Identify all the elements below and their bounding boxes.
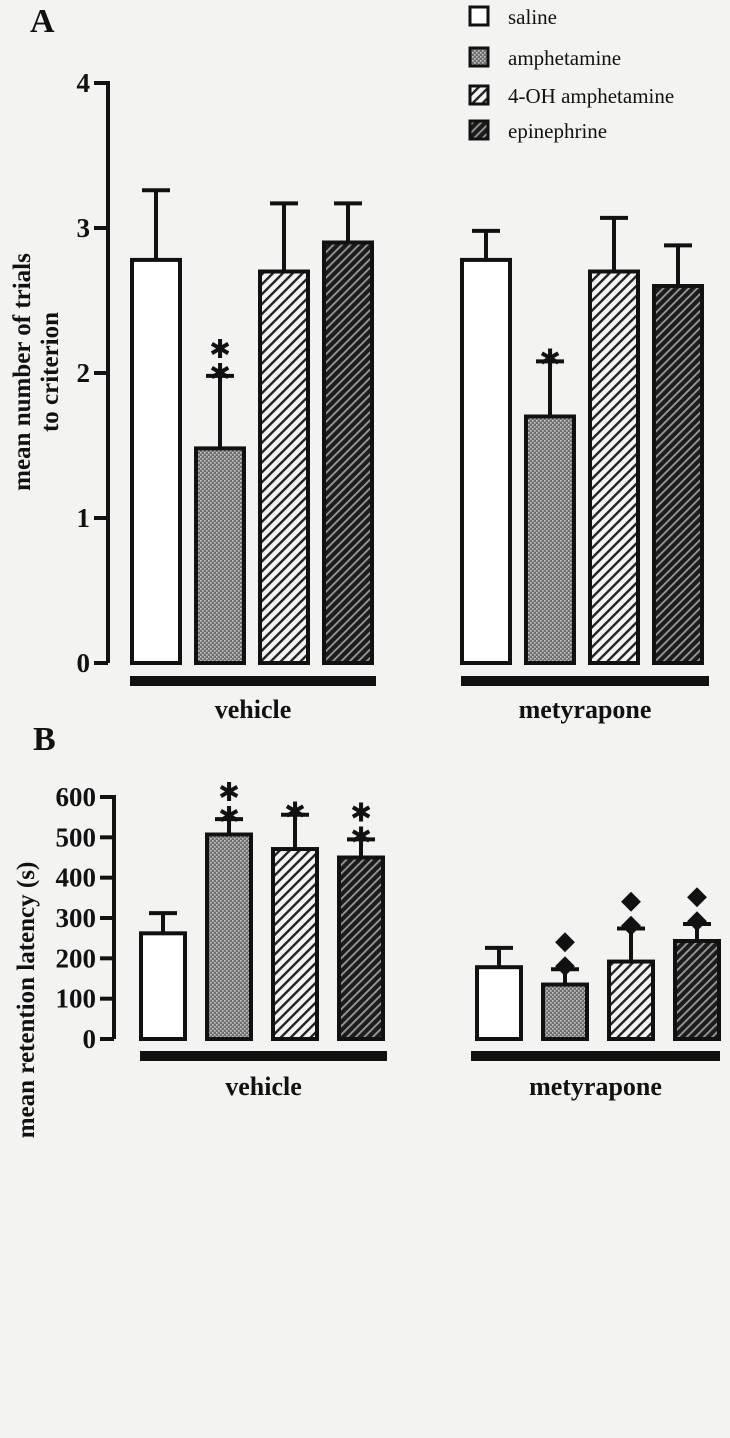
significance-asterisk: ✱: [350, 822, 372, 852]
bar-a-metyrapone-amphetamine: [524, 414, 576, 665]
y-tick-label-a: 4: [77, 68, 91, 98]
bar-b-vehicle-epinephrine: [337, 855, 385, 1041]
significance-asterisk: ✱: [218, 778, 240, 808]
significance-asterisk: ✱: [209, 359, 231, 389]
legend-label-4-oh-amphetamine: 4-OH amphetamine: [508, 84, 674, 108]
significance-diamond: ◆: [687, 905, 707, 935]
y-tick-label-a: 0: [77, 648, 91, 678]
legend-item-amphetamine: amphetamine: [468, 46, 621, 70]
legend-label-epinephrine: epinephrine: [508, 119, 607, 143]
significance-asterisk: ✱: [539, 344, 561, 374]
y-tick-label-b: 300: [56, 903, 97, 933]
legend-swatch-amphetamine: [468, 46, 490, 68]
y-tick-label-b: 600: [56, 782, 97, 812]
y-tick-label-a: 1: [77, 503, 91, 533]
y-tick-label-b: 400: [56, 863, 97, 893]
bar-a-metyrapone-epinephrine: [652, 284, 704, 665]
significance-asterisk: ✱: [209, 335, 231, 365]
group-bar-b-metyrapone: [471, 1051, 720, 1061]
significance-diamond: ◆: [555, 926, 575, 956]
significance-asterisk: ✱: [284, 798, 306, 828]
y-tick-label-b: 100: [56, 984, 97, 1014]
legend-label-saline: saline: [508, 5, 557, 29]
y-tick-label-b: 500: [56, 822, 97, 852]
bar-b-vehicle-4-oh-amphetamine: [271, 847, 319, 1042]
significance-diamond: ◆: [687, 881, 707, 911]
legend-swatch-epinephrine: [468, 119, 490, 141]
bar-b-metyrapone-saline: [475, 965, 523, 1041]
legend-item-saline: saline: [468, 5, 557, 29]
y-tick-label-b: 200: [56, 943, 97, 973]
y-tick-label-a: 2: [77, 358, 91, 388]
group-bar-a-metyrapone: [461, 676, 709, 686]
bar-a-vehicle-4-oh-amphetamine: [258, 269, 310, 665]
legend-item-4-oh-amphetamine: 4-OH amphetamine: [468, 84, 674, 108]
bar-a-metyrapone-saline: [460, 257, 512, 665]
group-label-b-metyrapone: metyrapone: [529, 1072, 662, 1101]
group-bar-a-vehicle: [130, 676, 376, 686]
legend: saline amphetamine 4-OH amphetamine epin…: [468, 5, 674, 143]
y-axis-label-b: mean retention latency (s): [13, 862, 40, 1139]
significance-diamond: ◆: [621, 909, 641, 939]
y-tick-label-b: 0: [83, 1024, 97, 1054]
legend-label-amphetamine: amphetamine: [508, 46, 621, 70]
legend-swatch-4-oh-amphetamine: [468, 84, 490, 106]
group-label-a-vehicle: vehicle: [215, 695, 292, 724]
bar-b-vehicle-saline: [139, 931, 187, 1041]
y-tick-label-a: 3: [77, 213, 91, 243]
bar-a-vehicle-epinephrine: [322, 240, 374, 665]
bar-b-metyrapone-amphetamine: [541, 982, 589, 1041]
significance-asterisk: ✱: [218, 802, 240, 832]
significance-diamond: ◆: [555, 950, 575, 980]
panel-label-a: A: [30, 3, 55, 40]
group-label-a-metyrapone: metyrapone: [519, 695, 652, 724]
y-axis-label-a-line1: mean number of trials: [9, 253, 36, 491]
y-axis-label-a-line2: to criterion: [37, 312, 64, 432]
legend-swatch-saline: [468, 5, 490, 27]
group-label-b-vehicle: vehicle: [225, 1072, 302, 1101]
group-bar-b-vehicle: [140, 1051, 387, 1061]
bar-a-metyrapone-4-oh-amphetamine: [588, 269, 640, 665]
bar-a-vehicle-amphetamine: [194, 446, 246, 665]
bar-b-metyrapone-4-oh-amphetamine: [607, 959, 655, 1041]
bar-b-vehicle-amphetamine: [205, 832, 253, 1042]
panel-label-b: B: [33, 721, 56, 758]
significance-diamond: ◆: [621, 885, 641, 915]
legend-item-epinephrine: epinephrine: [468, 119, 607, 143]
bar-b-metyrapone-epinephrine: [673, 938, 721, 1041]
bar-a-vehicle-saline: [130, 257, 182, 665]
significance-asterisk: ✱: [350, 798, 372, 828]
